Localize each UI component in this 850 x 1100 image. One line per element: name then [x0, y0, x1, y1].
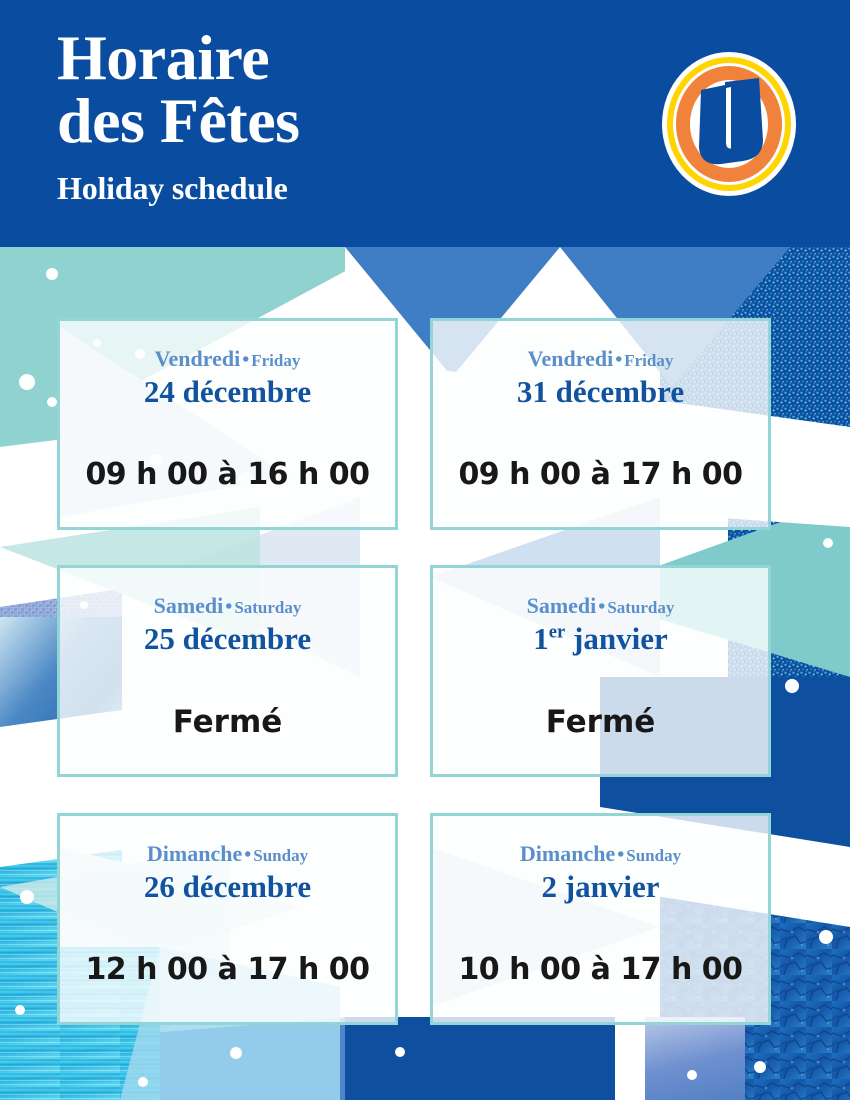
day-name-en: Sunday [626, 846, 682, 865]
schedule-card[interactable]: Vendredi • Friday 24 décembre 09 h 00 à 16… [57, 318, 398, 530]
day-name-fr: Samedi [153, 593, 224, 618]
date-number: 24 [143, 374, 175, 409]
card-day-line: Vendredi • Friday [433, 347, 768, 373]
date-month: décembre [182, 869, 312, 904]
universite-u-logo [655, 50, 803, 198]
card-date: 2 janvier [433, 869, 768, 905]
day-name-fr: Dimanche [146, 841, 243, 866]
card-day-line: Samedi • Saturday [60, 594, 395, 620]
date-month: janvier [564, 869, 660, 904]
day-separator: • [615, 349, 623, 371]
day-separator: • [242, 349, 250, 371]
title-line-2: des Fêtes [57, 85, 300, 156]
card-date: 26 décembre [60, 869, 395, 905]
day-name-fr: Vendredi [154, 346, 241, 371]
logo-svg [662, 52, 796, 196]
schedule-card[interactable]: Vendredi • Friday 31 décembre 09 h 00 à 17… [430, 318, 771, 530]
card-hours: Fermé [172, 704, 283, 740]
schedule-card[interactable]: Samedi • Saturday 1er janvier Fermé [430, 565, 771, 777]
day-name-en: Saturday [607, 598, 675, 617]
card-date: 24 décembre [60, 374, 395, 410]
poster-header: Horaire des Fêtes Holiday schedule [0, 0, 850, 247]
logo-letter-u [699, 78, 763, 165]
day-separator: • [598, 596, 606, 618]
day-name-en: Friday [624, 351, 674, 370]
date-number: 2 [541, 869, 558, 904]
day-name-en: Saturday [234, 598, 302, 617]
card-day-line: Dimanche • Sunday [433, 842, 768, 868]
schedule-card[interactable]: Dimanche • Sunday 26 décembre 12 h 00 à 17… [57, 813, 398, 1025]
card-hours: 09 h 00 à 17 h 00 [458, 457, 743, 492]
day-separator: • [225, 596, 233, 618]
day-name-en: Friday [251, 351, 301, 370]
card-date: 25 décembre [60, 621, 395, 657]
date-ordinal: er [548, 621, 566, 643]
card-day-line: Samedi • Saturday [433, 594, 768, 620]
day-separator: • [244, 844, 252, 866]
date-month: décembre [182, 621, 312, 656]
card-day-line: Vendredi • Friday [60, 347, 395, 373]
day-name-fr: Vendredi [527, 346, 614, 371]
date-month: décembre [555, 374, 685, 409]
date-number: 26 [143, 869, 175, 904]
card-hours: 10 h 00 à 17 h 00 [458, 952, 743, 987]
date-number: 1 [533, 621, 549, 656]
card-hours: 12 h 00 à 17 h 00 [85, 952, 370, 987]
card-date: 31 décembre [433, 374, 768, 410]
date-number: 25 [143, 621, 175, 656]
day-separator: • [617, 844, 625, 866]
schedule-card[interactable]: Samedi • Saturday 25 décembre Fermé [57, 565, 398, 777]
day-name-fr: Samedi [526, 593, 597, 618]
date-month: décembre [182, 374, 312, 409]
subtitle-holiday-schedule: Holiday schedule [57, 170, 288, 206]
card-hours: 09 h 00 à 16 h 00 [85, 457, 370, 492]
date-number: 31 [516, 374, 548, 409]
day-name-fr: Dimanche [519, 841, 616, 866]
card-day-line: Dimanche • Sunday [60, 842, 395, 868]
card-date: 1er janvier [433, 621, 768, 657]
card-hours: Fermé [545, 704, 656, 740]
schedule-card[interactable]: Dimanche • Sunday 2 janvier 10 h 00 à 17 h… [430, 813, 771, 1025]
title-block: Horaire des Fêtes Holiday schedule [57, 22, 657, 206]
title-line-1: Horaire [57, 22, 270, 93]
date-month: janvier [573, 621, 668, 656]
day-name-en: Sunday [253, 846, 309, 865]
